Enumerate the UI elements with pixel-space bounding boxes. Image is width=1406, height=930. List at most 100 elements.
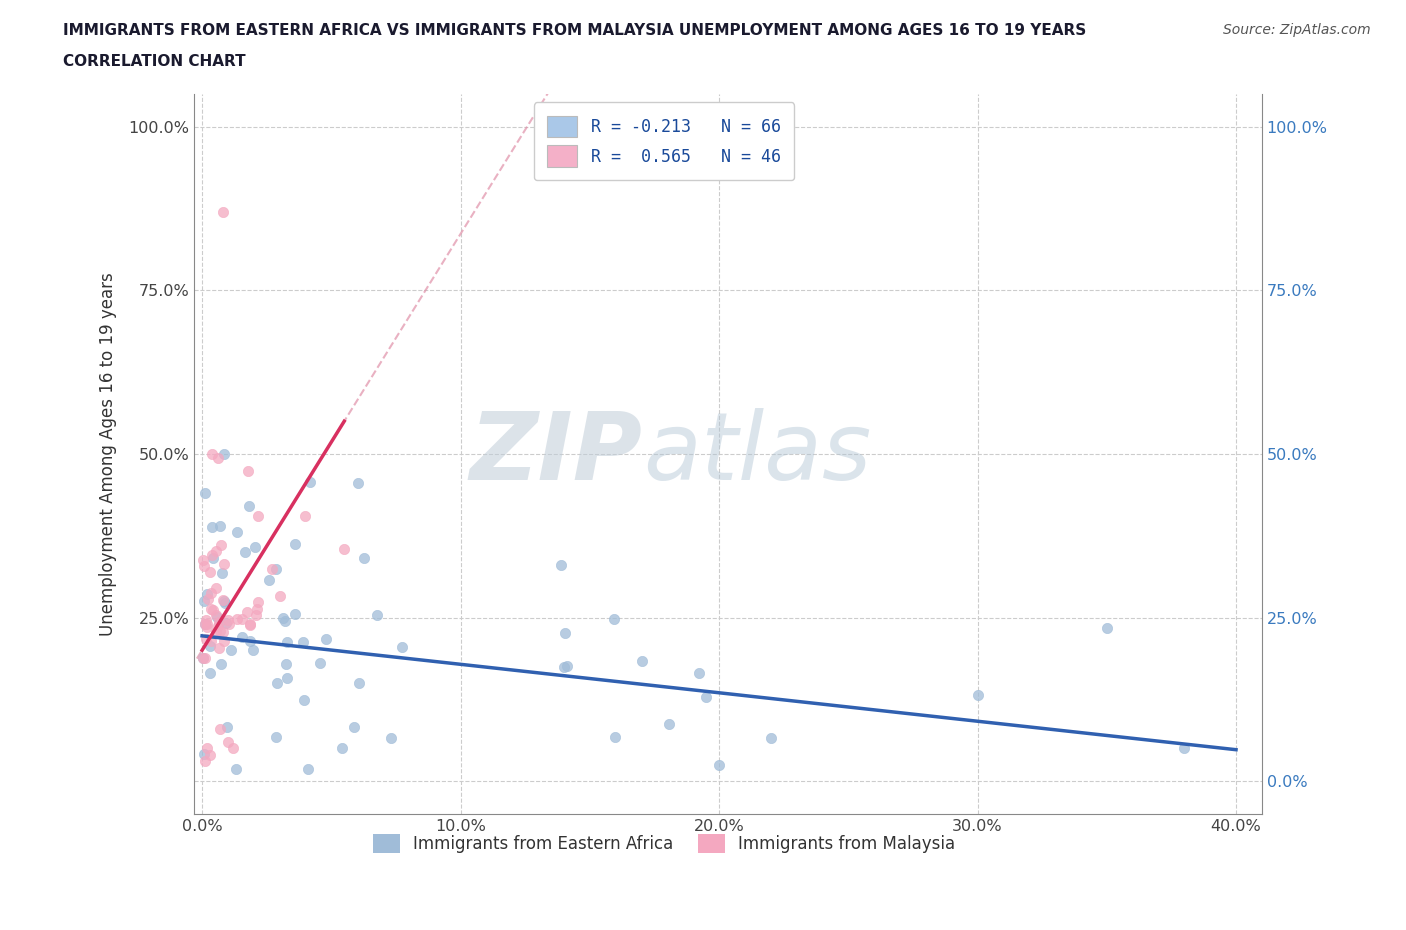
Point: [550, 558, 572, 573]
Point: [236, 604, 259, 619]
Text: IMMIGRANTS FROM EASTERN AFRICA VS IMMIGRANTS FROM MALAYSIA UNEMPLOYMENT AMONG AG: IMMIGRANTS FROM EASTERN AFRICA VS IMMIGR…: [63, 23, 1087, 38]
Point: [201, 548, 224, 563]
Point: [205, 580, 228, 595]
Point: [276, 671, 298, 685]
Point: [198, 565, 221, 579]
Point: [197, 591, 219, 606]
Point: [380, 731, 402, 746]
Point: [333, 541, 356, 556]
Point: [212, 594, 235, 609]
Point: [225, 762, 247, 777]
Point: [217, 613, 239, 628]
Point: [603, 730, 626, 745]
Point: [366, 607, 388, 622]
Text: CORRELATION CHART: CORRELATION CHART: [63, 54, 246, 69]
Point: [194, 617, 217, 631]
Point: [215, 720, 238, 735]
Point: [291, 634, 314, 649]
Point: [215, 616, 238, 631]
Point: [208, 615, 231, 630]
Point: [205, 609, 228, 624]
Point: [195, 587, 218, 602]
Point: [231, 612, 253, 627]
Point: [266, 730, 288, 745]
Point: [247, 595, 270, 610]
Point: [630, 654, 652, 669]
Point: [211, 624, 233, 639]
Point: [195, 631, 218, 646]
Point: [231, 630, 253, 644]
Point: [309, 656, 332, 671]
Point: [257, 572, 280, 587]
Point: [233, 545, 256, 560]
Point: [195, 741, 218, 756]
Point: [193, 593, 215, 608]
Point: [191, 552, 214, 567]
Point: [266, 675, 288, 690]
Text: atlas: atlas: [643, 408, 870, 499]
Y-axis label: Unemployment Among Ages 16 to 19 years: Unemployment Among Ages 16 to 19 years: [100, 272, 117, 636]
Point: [274, 614, 297, 629]
Point: [200, 602, 222, 617]
Point: [212, 592, 235, 607]
Point: [695, 690, 717, 705]
Point: [1173, 741, 1195, 756]
Point: [212, 446, 235, 461]
Point: [554, 625, 576, 640]
Point: [200, 585, 222, 600]
Point: [195, 616, 218, 631]
Point: [239, 633, 262, 648]
Point: [966, 687, 988, 702]
Point: [315, 631, 337, 646]
Point: [243, 539, 266, 554]
Point: [555, 658, 578, 673]
Point: [246, 509, 269, 524]
Point: [198, 639, 221, 654]
Point: [242, 643, 264, 658]
Point: [214, 595, 236, 610]
Point: [297, 762, 319, 777]
Point: [198, 748, 221, 763]
Point: [274, 657, 297, 671]
Point: [191, 651, 214, 666]
Point: [201, 520, 224, 535]
Point: [217, 735, 239, 750]
Point: [201, 551, 224, 565]
Point: [246, 601, 269, 616]
Point: [276, 635, 298, 650]
Point: [226, 525, 249, 539]
Point: [191, 650, 214, 665]
Point: [194, 651, 217, 666]
Point: [208, 519, 231, 534]
Point: [218, 617, 240, 631]
Point: [222, 741, 245, 756]
Point: [211, 565, 233, 580]
Point: [658, 717, 681, 732]
Point: [207, 618, 229, 633]
Legend: Immigrants from Eastern Africa, Immigrants from Malaysia: Immigrants from Eastern Africa, Immigran…: [366, 827, 962, 859]
Point: [205, 625, 228, 640]
Point: [688, 665, 710, 680]
Point: [707, 757, 730, 772]
Point: [200, 633, 222, 648]
Point: [214, 633, 236, 648]
Point: [759, 730, 782, 745]
Point: [193, 617, 215, 631]
Point: [1095, 620, 1118, 635]
Point: [343, 720, 366, 735]
Point: [193, 559, 215, 574]
Point: [193, 747, 215, 762]
Point: [273, 611, 295, 626]
Point: [209, 624, 232, 639]
Point: [353, 551, 375, 565]
Point: [238, 498, 260, 513]
Point: [205, 543, 228, 558]
Point: [294, 509, 316, 524]
Point: [391, 640, 413, 655]
Point: [205, 607, 228, 622]
Point: [347, 476, 370, 491]
Point: [553, 659, 575, 674]
Point: [201, 603, 224, 618]
Point: [299, 474, 322, 489]
Point: [236, 463, 259, 478]
